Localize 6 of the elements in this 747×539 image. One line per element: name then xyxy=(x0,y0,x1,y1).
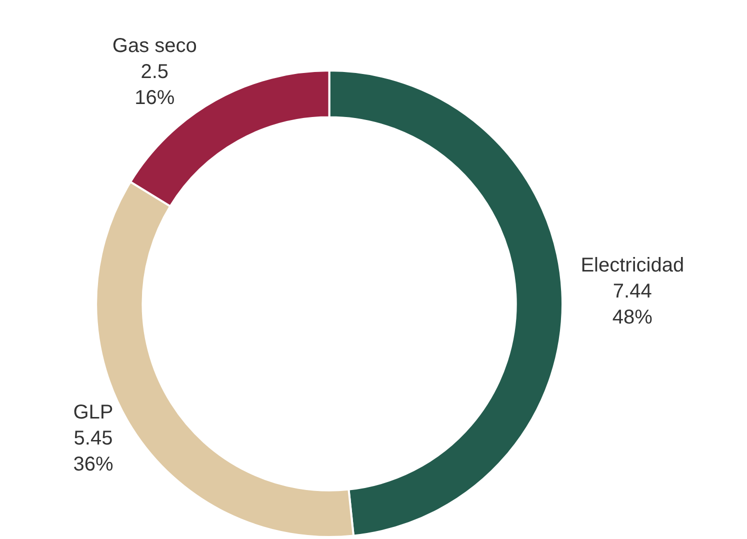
data-label: 5.45 36% xyxy=(73,428,114,476)
slice-label: Electricidad xyxy=(580,254,684,277)
data-label: 2.5 16% xyxy=(134,61,175,110)
slice-label: Gas seco xyxy=(112,35,197,58)
slice-label: GLP xyxy=(73,402,114,424)
data-label: 7.44 48% xyxy=(612,280,653,329)
